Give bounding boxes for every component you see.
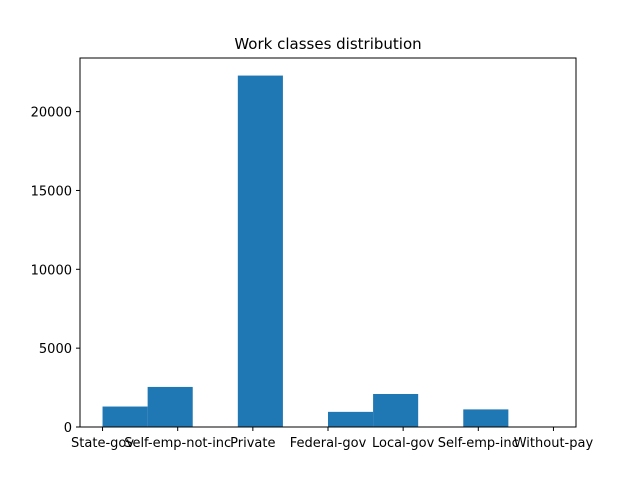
x-tick-label: Without-pay <box>514 436 594 451</box>
plot-frame <box>79 57 577 428</box>
y-tick-label: 10000 <box>31 263 72 278</box>
x-tick-label: Self-emp-inc <box>438 436 519 451</box>
chart-title: Work classes distribution <box>234 35 421 53</box>
histogram-bar <box>147 386 193 427</box>
x-tick-label: Private <box>230 436 275 451</box>
x-tick-label: Local-gov <box>372 436 435 451</box>
histogram-bar <box>463 409 509 427</box>
x-tick-label: Self-emp-not-inc <box>124 436 231 451</box>
y-tick-label: 15000 <box>31 184 72 199</box>
x-tick-label: State-gov <box>71 436 134 451</box>
histogram-bar <box>373 393 419 427</box>
y-tick-label: 20000 <box>31 106 72 121</box>
y-axis: 0 5000 10000 15000 20000 <box>31 106 80 436</box>
bars-group <box>102 75 554 427</box>
y-tick-label: 0 <box>64 421 72 436</box>
y-tick-label: 5000 <box>39 342 72 357</box>
x-tick-label: Federal-gov <box>290 436 367 451</box>
histogram-bar <box>237 75 283 427</box>
histogram-bar <box>102 406 148 427</box>
histogram-bar <box>328 411 374 427</box>
